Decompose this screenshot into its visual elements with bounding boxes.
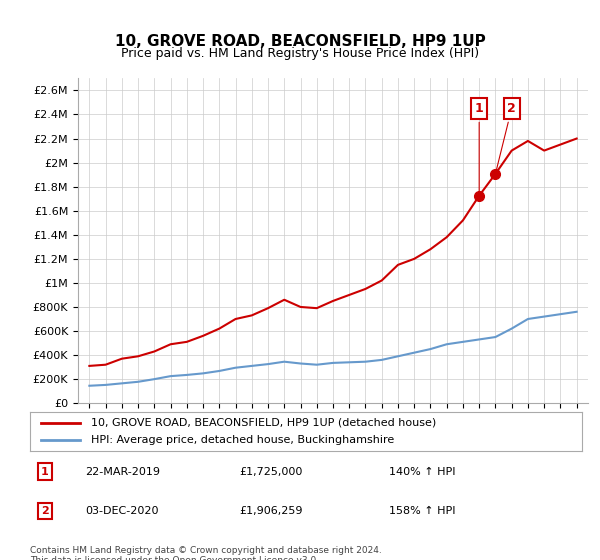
Text: 10, GROVE ROAD, BEACONSFIELD, HP9 1UP: 10, GROVE ROAD, BEACONSFIELD, HP9 1UP	[115, 35, 485, 49]
Text: £1,725,000: £1,725,000	[240, 467, 303, 477]
Text: 158% ↑ HPI: 158% ↑ HPI	[389, 506, 455, 516]
Text: 03-DEC-2020: 03-DEC-2020	[85, 506, 158, 516]
Text: 1: 1	[41, 467, 49, 477]
Text: 1: 1	[475, 102, 484, 193]
Text: 2: 2	[496, 102, 516, 171]
Text: 2: 2	[41, 506, 49, 516]
Text: Contains HM Land Registry data © Crown copyright and database right 2024.
This d: Contains HM Land Registry data © Crown c…	[30, 546, 382, 560]
Text: £1,906,259: £1,906,259	[240, 506, 303, 516]
Text: Price paid vs. HM Land Registry's House Price Index (HPI): Price paid vs. HM Land Registry's House …	[121, 46, 479, 60]
Text: 140% ↑ HPI: 140% ↑ HPI	[389, 467, 455, 477]
Text: HPI: Average price, detached house, Buckinghamshire: HPI: Average price, detached house, Buck…	[91, 435, 394, 445]
Text: 10, GROVE ROAD, BEACONSFIELD, HP9 1UP (detached house): 10, GROVE ROAD, BEACONSFIELD, HP9 1UP (d…	[91, 418, 436, 428]
Text: 22-MAR-2019: 22-MAR-2019	[85, 467, 160, 477]
